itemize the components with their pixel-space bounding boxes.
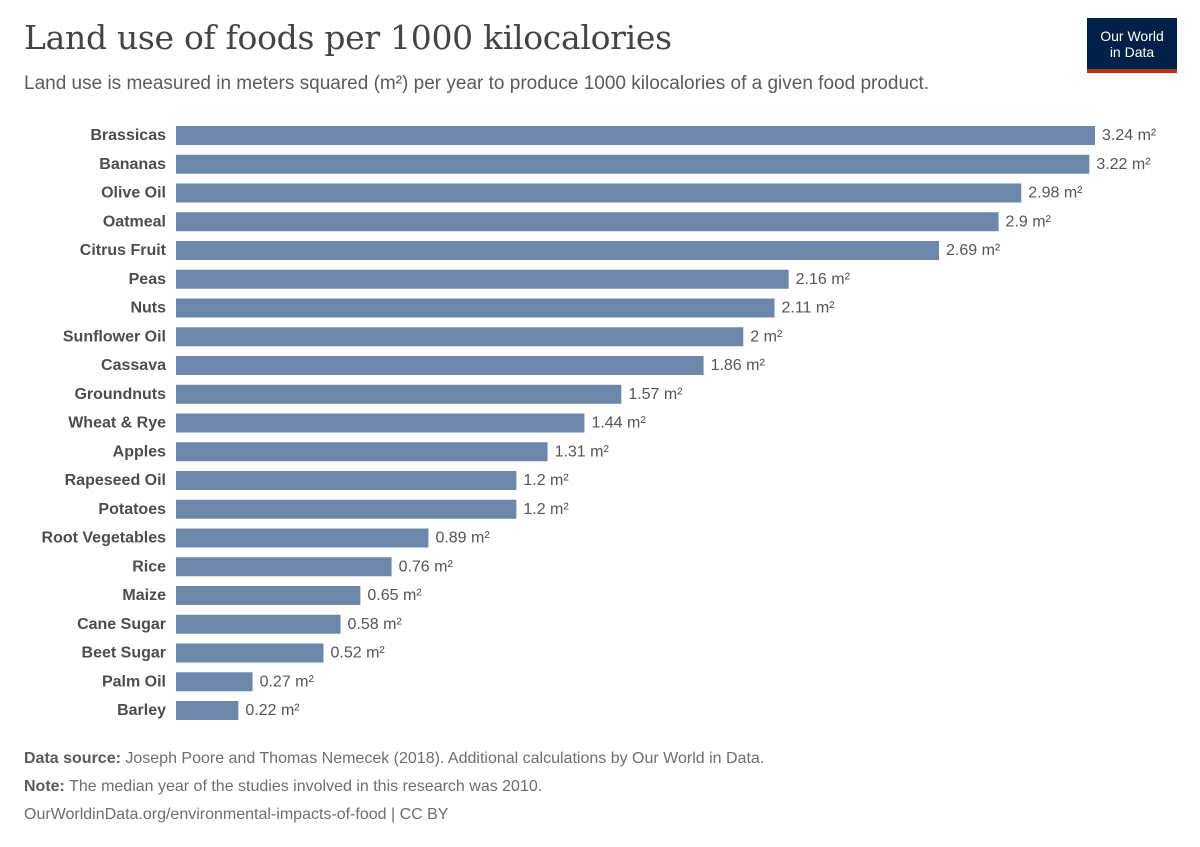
bar[interactable] — [176, 183, 1022, 203]
value-label: 3.22 m² — [1096, 156, 1151, 173]
category-label: Barley — [117, 702, 166, 719]
value-label: 2.11 m² — [781, 300, 835, 317]
bar[interactable] — [176, 241, 939, 260]
chart-subtitle: Land use is measured in meters squared (… — [24, 73, 930, 94]
bar[interactable] — [176, 528, 429, 548]
bar[interactable] — [176, 643, 324, 663]
data-source-text: Joseph Poore and Thomas Nemecek (2018). … — [125, 750, 765, 767]
value-label: 1.57 m² — [628, 386, 683, 403]
category-label: Potatoes — [98, 501, 166, 518]
category-label: Palm Oil — [102, 673, 166, 690]
category-label: Sunflower Oil — [63, 328, 166, 345]
value-label: 0.58 m² — [348, 616, 403, 633]
bar[interactable] — [176, 471, 517, 490]
value-label: 1.44 m² — [591, 415, 646, 432]
value-label: 1.2 m² — [523, 501, 569, 518]
bar[interactable] — [176, 614, 341, 634]
bar[interactable] — [176, 356, 704, 375]
category-label: Root Vegetables — [42, 530, 167, 547]
bar[interactable] — [176, 557, 392, 577]
note-label: Note: — [24, 778, 65, 795]
value-label: 0.76 m² — [399, 558, 454, 575]
note-line: Note: The median year of the studies inv… — [24, 773, 764, 801]
source-url-link[interactable]: OurWorldinData.org/environmental-impacts… — [24, 806, 449, 823]
logo-line-1: Our World — [1100, 28, 1164, 44]
category-label: Oatmeal — [103, 213, 166, 230]
bar[interactable] — [176, 413, 585, 433]
value-label: 1.31 m² — [555, 443, 610, 460]
value-label: 0.89 m² — [435, 530, 490, 547]
value-label: 2.69 m² — [946, 242, 1001, 259]
value-label: 2 m² — [750, 328, 783, 345]
category-label: Maize — [122, 587, 166, 604]
category-label: Rapeseed Oil — [65, 472, 166, 489]
value-label: 0.65 m² — [367, 587, 422, 604]
category-label: Cassava — [101, 357, 166, 374]
bar[interactable] — [176, 672, 253, 692]
category-label: Nuts — [130, 300, 166, 317]
bar[interactable] — [176, 126, 1095, 145]
bar[interactable] — [176, 586, 361, 605]
note-text: The median year of the studies involved … — [69, 778, 543, 795]
category-label: Wheat & Rye — [68, 415, 166, 432]
category-label: Brassicas — [90, 127, 166, 144]
logo-line-2: in Data — [1109, 44, 1155, 60]
category-label: Olive Oil — [101, 185, 166, 202]
value-label: 0.52 m² — [330, 645, 385, 662]
data-source-label: Data source: — [24, 750, 121, 767]
bar[interactable] — [176, 327, 744, 347]
category-label: Apples — [113, 443, 166, 460]
category-label: Citrus Fruit — [80, 242, 167, 259]
owid-logo[interactable]: Our World in Data — [1087, 18, 1177, 73]
bar-chart: Brassicas 3.24 m² Bananas 3.22 m² Olive Oil 2… — [42, 126, 1157, 720]
value-label: 2.16 m² — [796, 271, 851, 288]
category-label: Cane Sugar — [77, 616, 166, 633]
bar[interactable] — [176, 499, 517, 519]
value-label: 0.27 m² — [260, 673, 315, 690]
bar[interactable] — [176, 298, 775, 318]
category-label: Groundnuts — [74, 386, 166, 403]
bar[interactable] — [176, 442, 548, 462]
category-label: Rice — [132, 558, 166, 575]
category-label: Bananas — [99, 156, 166, 173]
chart-footer: Data source: Joseph Poore and Thomas Nem… — [24, 745, 764, 829]
bar[interactable] — [176, 212, 999, 232]
bar[interactable] — [176, 384, 622, 404]
bar[interactable] — [176, 269, 789, 289]
category-label: Beet Sugar — [82, 645, 166, 662]
value-label: 1.2 m² — [523, 472, 569, 489]
data-source-line: Data source: Joseph Poore and Thomas Nem… — [24, 745, 764, 773]
value-label: 1.86 m² — [711, 357, 766, 374]
value-label: 3.24 m² — [1102, 127, 1157, 144]
value-label: 2.9 m² — [1006, 213, 1052, 230]
logo-accent-bar — [1087, 69, 1177, 73]
bar[interactable] — [176, 154, 1090, 174]
value-label: 2.98 m² — [1028, 185, 1083, 202]
value-label: 0.22 m² — [245, 702, 300, 719]
chart-title: Land use of foods per 1000 kilocalories — [24, 18, 672, 57]
bar[interactable] — [176, 701, 239, 720]
category-label: Peas — [129, 271, 166, 288]
